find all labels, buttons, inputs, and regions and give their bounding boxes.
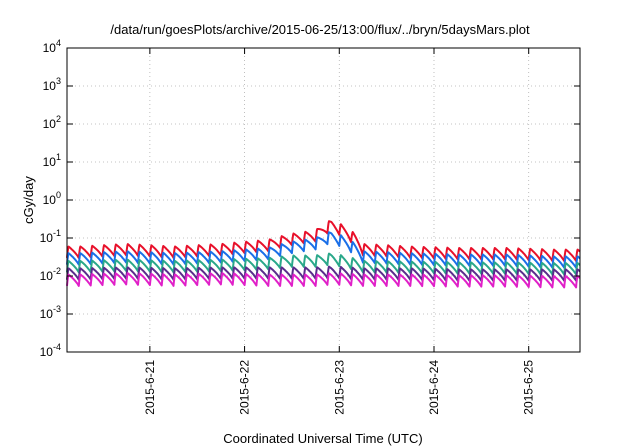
x-axis-label: Coordinated Universal Time (UTC) [223, 431, 422, 446]
y-axis-label: cGy/day [21, 176, 36, 224]
y-axis: 10-4 10-3 10-2 10-1 100 101 102 103 104 [40, 38, 580, 359]
chart-title: /data/run/goesPlots/archive/2015-06-25/1… [110, 22, 530, 37]
y-tick-label: 100 [43, 190, 61, 207]
series-group [66, 220, 581, 289]
x-tick-label: 2015-6-22 [238, 360, 252, 415]
series-line-5 [66, 272, 581, 289]
x-tick-label: 2015-6-21 [143, 360, 157, 415]
y-tick-label: 10-2 [40, 266, 61, 283]
y-tick-label: 101 [43, 152, 61, 169]
series-line-1 [66, 220, 581, 262]
x-axis: 2015-6-21 2015-6-22 2015-6-23 2015-6-24 2015… [143, 48, 536, 415]
x-tick-label: 2015-6-25 [522, 360, 536, 415]
series-line-4 [66, 265, 581, 282]
y-tick-label: 103 [43, 76, 61, 93]
x-tick-label: 2015-6-23 [332, 360, 346, 415]
y-tick-label: 102 [43, 114, 61, 131]
y-tick-label: 10-1 [40, 228, 61, 245]
series-line-2 [66, 231, 581, 269]
y-tick-label: 104 [43, 38, 61, 55]
x-tick-label: 2015-6-24 [427, 360, 441, 415]
y-tick-label: 10-3 [40, 304, 61, 321]
grid [67, 48, 580, 352]
series-line-3 [66, 252, 581, 276]
y-tick-label: 10-4 [40, 342, 61, 359]
